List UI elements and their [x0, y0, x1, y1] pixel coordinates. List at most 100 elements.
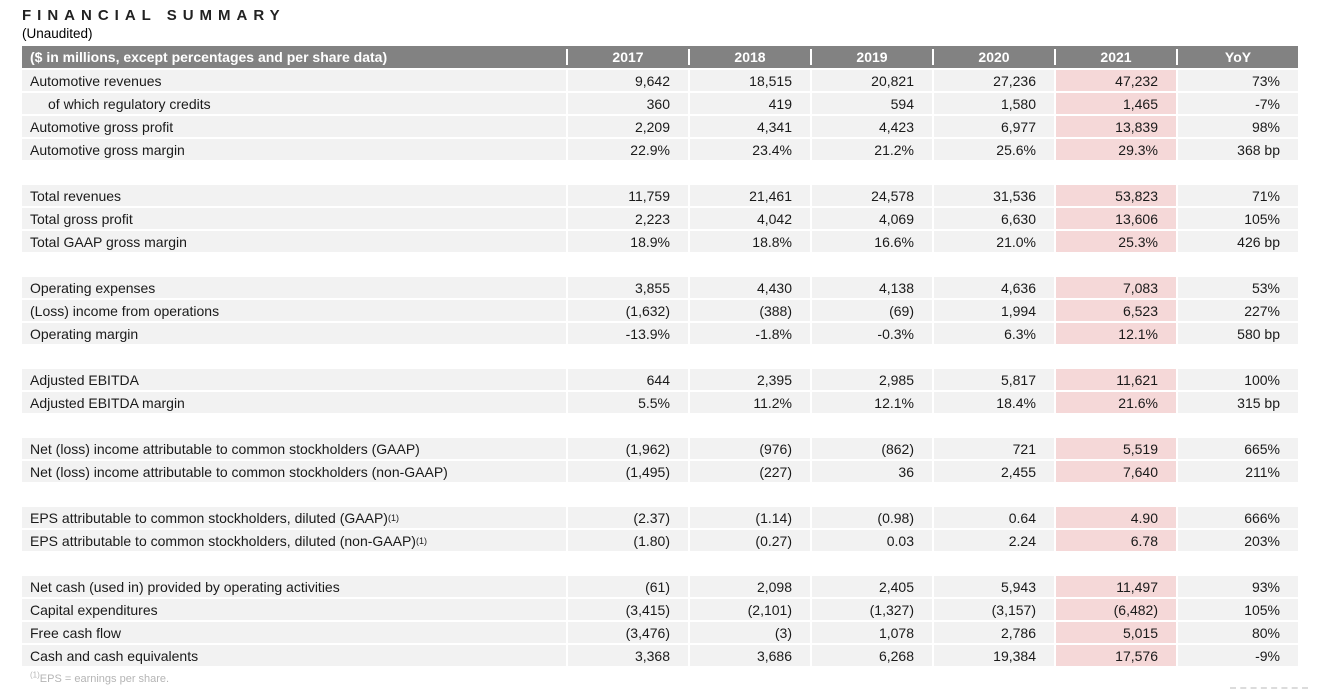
value-2018: 2,098 — [688, 576, 810, 597]
value-2018: 21,461 — [688, 185, 810, 206]
value-2020: 0.64 — [932, 507, 1054, 528]
value-2017: 22.9% — [566, 139, 688, 160]
table-row: Free cash flow (3,476) (3) 1,078 2,786 5,015 8… — [22, 622, 1298, 645]
yoy-value: 93% — [1176, 576, 1298, 597]
value-2018: 419 — [688, 93, 810, 114]
yoy-value: -9% — [1176, 645, 1298, 666]
row-label: Total revenues — [30, 187, 122, 204]
yoy-value: 211% — [1176, 461, 1298, 482]
value-2018: 11.2% — [688, 392, 810, 413]
value-2020: 5,817 — [932, 369, 1054, 390]
row-label: Cash and cash equivalents — [30, 647, 199, 664]
table-row: EPS attributable to common stockholders,… — [22, 507, 1298, 530]
column-header-2017: 2017 — [566, 49, 688, 65]
value-2019: 2,985 — [810, 369, 932, 390]
value-2018: 2,395 — [688, 369, 810, 390]
yoy-value: 203% — [1176, 530, 1298, 551]
value-2021: 7,640 — [1054, 461, 1176, 482]
column-header-2021: 2021 — [1054, 49, 1176, 65]
value-2020: 1,580 — [932, 93, 1054, 114]
table-header-units-label: ($ in millions, except percentages and p… — [30, 49, 388, 65]
table-row: Cash and cash equivalents 3,368 3,686 6,268… — [22, 645, 1298, 668]
value-2018: (0.27) — [688, 530, 810, 551]
value-2020: 721 — [932, 438, 1054, 459]
value-2021: 25.3% — [1054, 231, 1176, 252]
value-2020: 6,977 — [932, 116, 1054, 137]
row-label: Total gross profit — [30, 210, 133, 227]
page-title: FINANCIAL SUMMARY — [22, 7, 286, 24]
value-2020: 31,536 — [932, 185, 1054, 206]
yoy-value: 71% — [1176, 185, 1298, 206]
value-2017: 2,209 — [566, 116, 688, 137]
table-row: Operating expenses 3,855 4,430 4,138 4,636 7,… — [22, 277, 1298, 300]
row-label: EPS attributable to common stockholders,… — [30, 509, 399, 526]
yoy-value: 315 bp — [1176, 392, 1298, 413]
table-section: Net (loss) income attributable to common… — [22, 438, 1298, 484]
value-2017: 3,368 — [566, 645, 688, 666]
value-2021: 6.78 — [1054, 530, 1176, 551]
value-2019: 21.2% — [810, 139, 932, 160]
value-2019: (1,327) — [810, 599, 932, 620]
table-row: of which regulatory credits 360 419 594 1,58… — [22, 93, 1298, 116]
value-2020: 18.4% — [932, 392, 1054, 413]
value-2018: 18.8% — [688, 231, 810, 252]
column-header-2018: 2018 — [688, 49, 810, 65]
value-2017: 5.5% — [566, 392, 688, 413]
value-2020: 2,786 — [932, 622, 1054, 643]
yoy-value: 580 bp — [1176, 323, 1298, 344]
value-2019: (69) — [810, 300, 932, 321]
row-label: Adjusted EBITDA — [30, 371, 139, 388]
footnote-text: EPS = earnings per share. — [39, 673, 170, 685]
yoy-value: 53% — [1176, 277, 1298, 298]
table-row: Automotive revenues 9,642 18,515 20,821 27,2… — [22, 70, 1298, 93]
yoy-value: 98% — [1176, 116, 1298, 137]
value-2019: 12.1% — [810, 392, 932, 413]
table-row: Automotive gross margin 22.9% 23.4% 21.2% 25… — [22, 139, 1298, 162]
row-label: (Loss) income from operations — [30, 302, 220, 319]
value-2021: 1,465 — [1054, 93, 1176, 114]
value-2021: 17,576 — [1054, 645, 1176, 666]
yoy-value: 227% — [1176, 300, 1298, 321]
value-2017: -13.9% — [566, 323, 688, 344]
value-2018: 18,515 — [688, 70, 810, 91]
value-2017: (1.80) — [566, 530, 688, 551]
value-2017: (3,415) — [566, 599, 688, 620]
table-section: EPS attributable to common stockholders,… — [22, 507, 1298, 553]
yoy-value: 105% — [1176, 599, 1298, 620]
value-2020: 21.0% — [932, 231, 1054, 252]
value-2019: 4,069 — [810, 208, 932, 229]
value-2017: 9,642 — [566, 70, 688, 91]
table-row: Net cash (used in) provided by operating… — [22, 576, 1298, 599]
row-label: Automotive gross margin — [30, 141, 185, 158]
row-label: Operating expenses — [30, 279, 156, 296]
value-2018: (976) — [688, 438, 810, 459]
row-label: Free cash flow — [30, 624, 122, 641]
table-body: Automotive revenues 9,642 18,515 20,821 27,2… — [22, 70, 1298, 668]
page-crop-artifact — [1230, 687, 1308, 689]
column-header-2019: 2019 — [810, 49, 932, 65]
value-2017: (1,962) — [566, 438, 688, 459]
value-2021: 11,497 — [1054, 576, 1176, 597]
row-label: of which regulatory credits — [48, 95, 211, 112]
value-2019: 20,821 — [810, 70, 932, 91]
value-2019: 4,423 — [810, 116, 932, 137]
value-2018: (1.14) — [688, 507, 810, 528]
yoy-value: 426 bp — [1176, 231, 1298, 252]
value-2019: 594 — [810, 93, 932, 114]
value-2021: 13,606 — [1054, 208, 1176, 229]
footnote: (1)EPS = earnings per share. — [30, 671, 1298, 685]
value-2019: 16.6% — [810, 231, 932, 252]
value-2020: 19,384 — [932, 645, 1054, 666]
value-2018: 23.4% — [688, 139, 810, 160]
value-2017: (1,632) — [566, 300, 688, 321]
table-section: Net cash (used in) provided by operating… — [22, 576, 1298, 668]
value-2021: 4.90 — [1054, 507, 1176, 528]
value-2020: 6,630 — [932, 208, 1054, 229]
column-header-2020: 2020 — [932, 49, 1054, 65]
row-label: Net (loss) income attributable to common… — [30, 440, 420, 457]
row-label: Capital expenditures — [30, 601, 158, 618]
table-row: Automotive gross profit 2,209 4,341 4,423 6,… — [22, 116, 1298, 139]
table-row: Capital expenditures (3,415) (2,101) (1,327… — [22, 599, 1298, 622]
yoy-value: 665% — [1176, 438, 1298, 459]
value-2017: (3,476) — [566, 622, 688, 643]
